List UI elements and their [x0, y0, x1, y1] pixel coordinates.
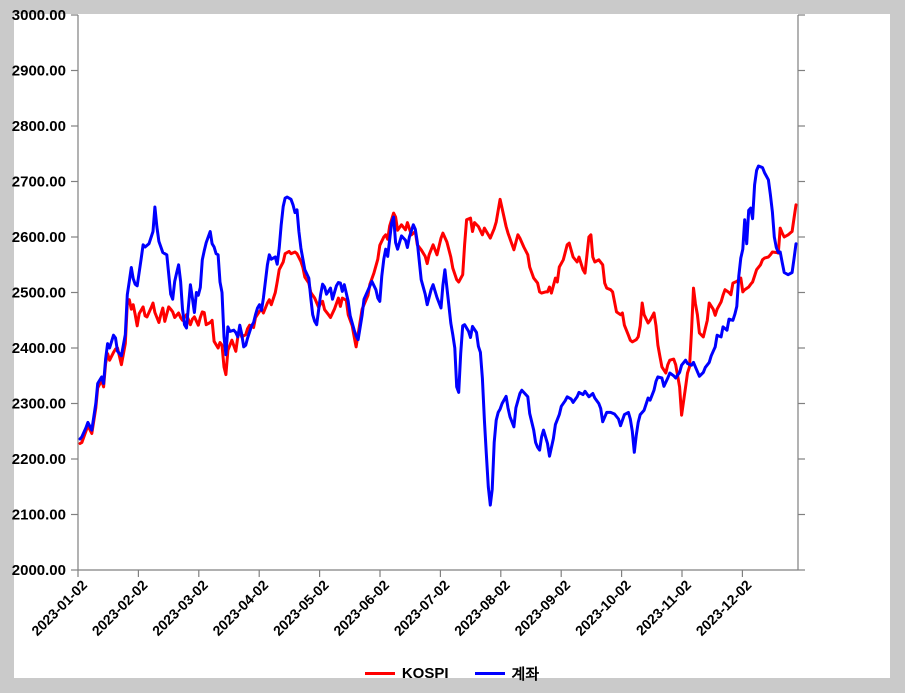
- y-tick-label: 2700.00: [12, 174, 66, 191]
- x-tick-label: 2023-12-02: [693, 577, 755, 639]
- legend-label-kospi: KOSPI: [401, 664, 449, 682]
- y-tick-label: 2500.00: [12, 285, 66, 302]
- y-tick-label: 3000.00: [12, 7, 66, 24]
- legend: KOSPI 계좌: [14, 663, 890, 683]
- x-tick-label: 2023-05-02: [270, 577, 332, 639]
- y-tick-label: 2200.00: [12, 451, 66, 468]
- series-line-account: [78, 164, 798, 507]
- x-tick-label: 2023-04-02: [209, 577, 271, 639]
- y-tick-label: 2800.00: [12, 118, 66, 135]
- chart-panel-background: [14, 14, 890, 678]
- y-tick-label: 2300.00: [12, 396, 66, 413]
- account-line-swatch-icon: [474, 671, 505, 675]
- x-tick-label: 2023-10-02: [572, 577, 634, 639]
- x-tick-label: 2023-08-02: [451, 577, 513, 639]
- x-tick-label: 2023-09-02: [511, 577, 573, 639]
- x-tick-label: 2023-02-02: [89, 577, 151, 639]
- y-tick-label: 2000.00: [12, 562, 66, 579]
- legend-label-account: 계좌: [511, 665, 540, 683]
- legend-item-account: 계좌: [474, 663, 540, 684]
- y-tick-label: 2600.00: [12, 229, 66, 246]
- x-tick-label: 2023-01-02: [28, 577, 90, 639]
- series-line-kospi: [78, 197, 798, 445]
- kospi-line-swatch-icon: [364, 671, 395, 675]
- x-tick-label: 2023-07-02: [391, 577, 453, 639]
- y-tick-label: 2100.00: [12, 507, 66, 524]
- y-tick-label: 2900.00: [12, 63, 66, 80]
- legend-item-kospi: KOSPI: [364, 664, 449, 682]
- x-tick-label: 2023-03-02: [149, 577, 211, 639]
- y-tick-label: 2400.00: [12, 340, 66, 357]
- x-tick-label: 2023-11-02: [633, 577, 695, 639]
- x-tick-label: 2023-06-02: [330, 577, 392, 639]
